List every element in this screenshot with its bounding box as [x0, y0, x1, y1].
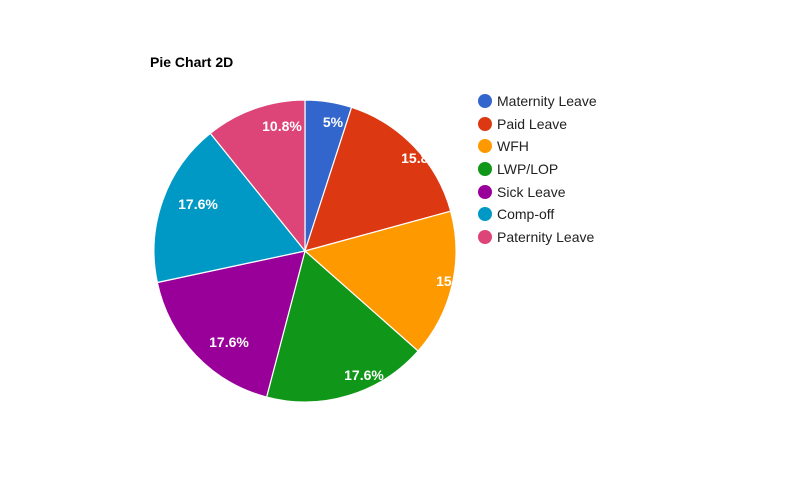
pie-slice-lwp-lop[interactable]: [266, 250, 419, 403]
slice-label: 15.8%: [401, 150, 441, 166]
legend-item-comp-off[interactable]: Comp-off: [478, 206, 597, 223]
legend-label: Paid Leave: [497, 115, 568, 132]
legend-label: WFH: [497, 138, 529, 155]
pie-slice-comp-off[interactable]: [153, 132, 306, 284]
legend-item-maternity-leave[interactable]: Maternity Leave: [478, 94, 597, 108]
legend-label: LWP/LOP: [497, 161, 559, 178]
legend-marker-icon: [478, 94, 492, 108]
slice-label: 17.6%: [178, 196, 218, 212]
chart-legend: Maternity Leave Paid Leave WFH LWP/LOP Sick …: [478, 94, 597, 253]
chart-title: Pie Chart 2D: [150, 54, 234, 70]
legend-label: Paternity Leave: [497, 229, 595, 246]
legend-marker-icon: [478, 139, 492, 154]
legend-marker-icon: [478, 184, 492, 199]
pie-slice-wfh[interactable]: [304, 210, 457, 352]
slice-label: 10.8%: [262, 118, 302, 134]
slice-label: 17.6%: [344, 367, 384, 383]
pie-slice-labels: 5% 15.8% 15.8% 17.6% 17.6% 17.6% 10.8%: [178, 114, 476, 383]
legend-marker-icon: [478, 116, 492, 131]
legend-marker-icon: [478, 230, 492, 245]
pie-slices: [153, 99, 457, 403]
slice-label: 5%: [323, 114, 344, 130]
legend-marker-icon: [478, 162, 492, 177]
legend-marker-icon: [478, 207, 492, 222]
legend-item-paternity-leave[interactable]: Paternity Leave: [478, 229, 597, 246]
legend-label: Maternity Leave: [497, 93, 597, 109]
legend-item-lwp-lop[interactable]: LWP/LOP: [478, 161, 597, 178]
legend-label: Comp-off: [497, 206, 555, 223]
legend-item-paid-leave[interactable]: Paid Leave: [478, 115, 597, 132]
legend-item-wfh[interactable]: WFH: [478, 138, 597, 155]
pie-slice-paid-leave[interactable]: [304, 106, 452, 252]
slice-label: 17.6%: [209, 334, 249, 350]
pie-slice-paternity-leave[interactable]: [209, 99, 306, 252]
slice-label: 15.8%: [436, 273, 476, 289]
pie-slice-sick-leave[interactable]: [156, 250, 306, 398]
legend-item-sick-leave[interactable]: Sick Leave: [478, 183, 597, 200]
legend-label: Sick Leave: [497, 183, 566, 200]
